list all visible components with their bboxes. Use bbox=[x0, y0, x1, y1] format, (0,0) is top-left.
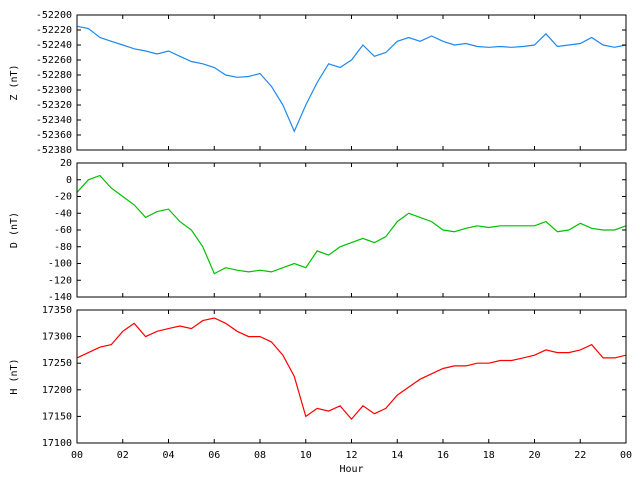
y-tick-label: -52200 bbox=[36, 10, 72, 21]
y-tick-label: 17200 bbox=[42, 385, 72, 396]
x-tick-label: 00 bbox=[71, 450, 83, 461]
y-tick-label: 17250 bbox=[42, 358, 72, 369]
y-tick-label: -52240 bbox=[36, 40, 72, 51]
x-tick-label: 06 bbox=[208, 450, 220, 461]
y-tick-label: -52360 bbox=[36, 130, 72, 141]
y-tick-label: -60 bbox=[54, 225, 72, 236]
y-tick-label: -52260 bbox=[36, 55, 72, 66]
x-tick-label: 14 bbox=[391, 450, 403, 461]
plot-frame bbox=[76, 309, 627, 444]
x-tick-label: 22 bbox=[574, 450, 586, 461]
y-tick-label: -120 bbox=[48, 275, 72, 286]
y-tick-label: -20 bbox=[54, 192, 72, 203]
y-tick-label: 17300 bbox=[42, 332, 72, 343]
x-tick-label: 08 bbox=[254, 450, 266, 461]
y-tick-label: -52300 bbox=[36, 85, 72, 96]
data-line bbox=[76, 25, 627, 133]
x-tick-label: 16 bbox=[437, 450, 449, 461]
data-line bbox=[76, 174, 627, 275]
y-tick-label: -52380 bbox=[36, 145, 72, 156]
x-tick-label: 20 bbox=[528, 450, 540, 461]
y-axis-label: Z (nT) bbox=[9, 64, 20, 100]
y-tick-label: -100 bbox=[48, 259, 72, 270]
y-tick-label: 17100 bbox=[42, 438, 72, 449]
y-tick-label: -52220 bbox=[36, 25, 72, 36]
data-line bbox=[76, 317, 627, 421]
y-tick-label: -40 bbox=[54, 208, 72, 219]
y-tick-label: 17150 bbox=[42, 411, 72, 422]
x-tick-label: 00 bbox=[620, 450, 632, 461]
x-tick-label: 12 bbox=[345, 450, 357, 461]
y-tick-label: -140 bbox=[48, 292, 72, 303]
x-tick-label: 02 bbox=[117, 450, 129, 461]
y-axis-label: D (nT) bbox=[9, 212, 20, 248]
y-tick-label: -80 bbox=[54, 242, 72, 253]
y-tick-label: -52320 bbox=[36, 100, 72, 111]
x-tick-label: 10 bbox=[300, 450, 312, 461]
y-tick-label: 0 bbox=[66, 175, 72, 186]
y-axis-label: H (nT) bbox=[9, 358, 20, 394]
y-tick-label: 17350 bbox=[42, 305, 72, 316]
y-tick-label: -52340 bbox=[36, 115, 72, 126]
x-axis-label: Hour bbox=[339, 464, 363, 475]
y-tick-label: 20 bbox=[60, 158, 72, 169]
plot-frame bbox=[76, 162, 627, 298]
x-tick-label: 04 bbox=[162, 450, 174, 461]
x-tick-label: 18 bbox=[483, 450, 495, 461]
y-tick-label: -52280 bbox=[36, 70, 72, 81]
